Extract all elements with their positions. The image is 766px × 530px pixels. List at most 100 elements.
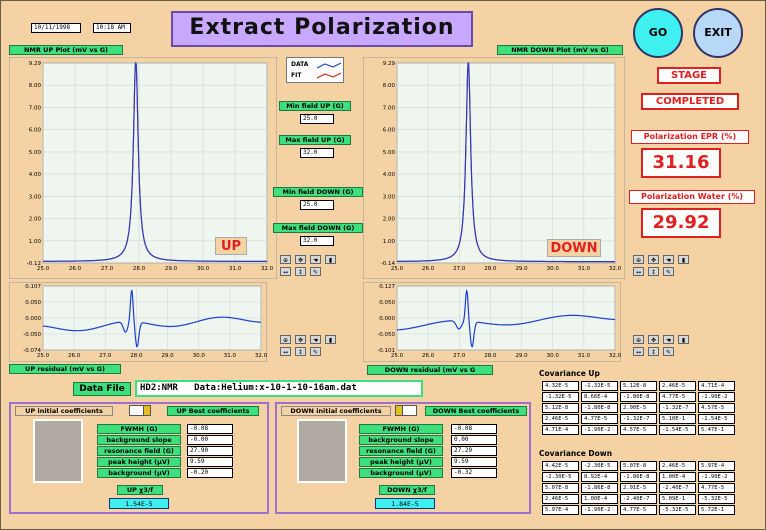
min-field-up-input[interactable]: 25.0 [300,114,334,124]
up-residual-plot[interactable]: 0.107 0.050 0.000 -0.050 -0.074 25.0 26.0 27.0… [9,282,267,362]
up-chi-value: 1.54E-5 [109,498,169,509]
up-initial-coefficient-array[interactable] [33,419,83,483]
y-tick-label: 0.000 [25,316,41,322]
max-field-up-input[interactable]: 32.0 [300,148,334,158]
covariance-cell: -1.90E-2 [581,505,618,515]
scale-x-tool-icon[interactable]: ↔ [633,347,644,356]
exit-button[interactable]: EXIT [693,8,743,58]
y-tick-label: 6.00 [383,128,396,134]
data-file-path[interactable]: HD2:NMR Data:Helium:x-10-1-10-16am.dat [135,380,423,397]
covariance-cell: -1.90E-2 [698,392,735,402]
covariance-cell: 5.97E-4 [542,505,579,515]
up-residual-x-ticks: 25.0 26.0 27.0 28.0 29.0 30.0 31.0 32.0 [37,353,267,359]
stage-label: STAGE [657,67,721,84]
lock-tool-icon[interactable]: ▮ [325,255,336,264]
lock-tool-icon[interactable]: ▮ [678,335,689,344]
zoom-tool-icon[interactable]: ⊕ [280,255,291,264]
x-tick-label: 30.0 [547,353,560,359]
up-plot-grid [42,62,268,264]
go-button[interactable]: GO [633,8,683,58]
down-plot-y-ticks: 9.29 8.00 7.00 6.00 5.00 4.00 3.00 2.00 1.00 -0.1… [381,61,396,267]
zoom-tool-icon[interactable]: ⊕ [280,335,291,344]
down-initial-coefficient-array[interactable] [297,419,347,483]
covariance-down-label: Covariance Down [539,449,635,460]
polarization-epr-value: 31.16 [641,148,721,178]
scale-y-tool-icon[interactable]: ↕ [295,347,306,356]
covariance-cell: 4.32E-5 [542,381,579,391]
format-tool-icon[interactable]: ✎ [310,347,321,356]
polarization-water-value: 29.92 [641,208,721,238]
min-field-down-input[interactable]: 25.0 [300,200,334,210]
y-tick-label: 3.00 [29,194,42,200]
parameter-value: 27.90 [187,446,233,456]
down-plot[interactable]: 9.29 8.00 7.00 6.00 5.00 4.00 3.00 2.00 1.00 -0.1… [363,57,625,279]
parameter-label: background (µV) [359,468,443,478]
time-indicator: 10:18 AM [93,23,131,33]
down-best-label: DOWN Best coefficients [425,406,527,416]
y-tick-label: 6.00 [29,128,42,134]
covariance-cell: -2.30E-5 [581,461,618,471]
scale-y-tool-icon[interactable]: ↕ [648,347,659,356]
up-residual-line [42,289,261,348]
covariance-cell: 4.42E-5 [542,461,579,471]
pan-tool-icon[interactable]: ✥ [648,335,659,344]
y-tick-label: -0.074 [23,348,41,354]
pan-tool-icon[interactable]: ✥ [295,335,306,344]
x-tick-label: 27.0 [453,266,466,272]
scale-x-tool-icon[interactable]: ↔ [633,267,644,276]
zoom-tool-icon[interactable]: ⊕ [633,255,644,264]
scale-y-tool-icon[interactable]: ↕ [295,267,306,276]
down-plot-tag: DOWN [547,239,601,257]
down-coefficient-toggle[interactable] [395,405,417,416]
hand-tool-icon[interactable]: ☚ [310,335,321,344]
covariance-cell: 5.72E-1 [698,505,735,515]
y-tick-label: 9.29 [29,61,42,67]
x-tick-label: 32.0 [609,353,621,359]
y-tick-label: -0.12 [27,261,41,267]
lock-tool-icon[interactable]: ▮ [678,255,689,264]
legend-data-swatch [317,62,341,69]
x-tick-label: 28.0 [484,353,497,359]
x-tick-label: 29.0 [165,266,178,272]
scale-y-tool-icon[interactable]: ↕ [648,267,659,276]
format-tool-icon[interactable]: ✎ [663,347,674,356]
plot-legend: DATA FIT [286,57,344,83]
hand-tool-icon[interactable]: ☚ [310,255,321,264]
format-tool-icon[interactable]: ✎ [663,267,674,276]
pan-tool-icon[interactable]: ✥ [295,255,306,264]
covariance-cell: 5.97E-4 [698,461,735,471]
covariance-cell: -1.90E-2 [581,425,618,435]
covariance-cell: -1.80E-8 [581,403,618,413]
covariance-cell: 5.47E-1 [698,425,735,435]
up-coefficient-toggle[interactable] [129,405,151,416]
up-plot[interactable]: 9.29 8.00 7.00 6.00 5.00 4.00 3.00 2.00 1.00 -0.1… [9,57,277,279]
hand-tool-icon[interactable]: ☚ [663,255,674,264]
zoom-tool-icon[interactable]: ⊕ [633,335,644,344]
down-residual-plot[interactable]: 0.127 0.050 0.000 -0.050 -0.101 25.0 26.0 27.0… [363,282,621,362]
covariance-cell: 1.00E-4 [659,472,696,482]
covariance-cell: -1.90E-2 [698,472,735,482]
y-tick-label: -0.050 [23,332,41,338]
lock-tool-icon[interactable]: ▮ [325,335,336,344]
covariance-cell: -1.54E-5 [659,425,696,435]
scale-x-tool-icon[interactable]: ↔ [280,267,291,276]
x-tick-label: 28.0 [130,353,143,359]
x-tick-label: 30.0 [197,266,210,272]
x-tick-label: 27.0 [99,353,112,359]
format-tool-icon[interactable]: ✎ [310,267,321,276]
y-tick-label: 4.00 [29,172,42,178]
max-field-down-input[interactable]: 32.0 [300,236,334,246]
covariance-cell: 2.46E-5 [659,461,696,471]
y-tick-label: 9.29 [383,61,396,67]
down-plot-tool-palette: ⊕ ✥ ☚ ▮ ↔ ↕ ✎ [633,255,697,279]
x-tick-label: 25.0 [391,353,404,359]
y-tick-label: 7.00 [29,105,42,111]
parameter-value: 9.59 [187,457,233,467]
y-tick-label: 5.00 [383,150,396,156]
scale-x-tool-icon[interactable]: ↔ [280,347,291,356]
y-tick-label: 0.050 [379,300,395,306]
pan-tool-icon[interactable]: ✥ [648,255,659,264]
hand-tool-icon[interactable]: ☚ [663,335,674,344]
y-tick-label: 5.00 [29,150,42,156]
